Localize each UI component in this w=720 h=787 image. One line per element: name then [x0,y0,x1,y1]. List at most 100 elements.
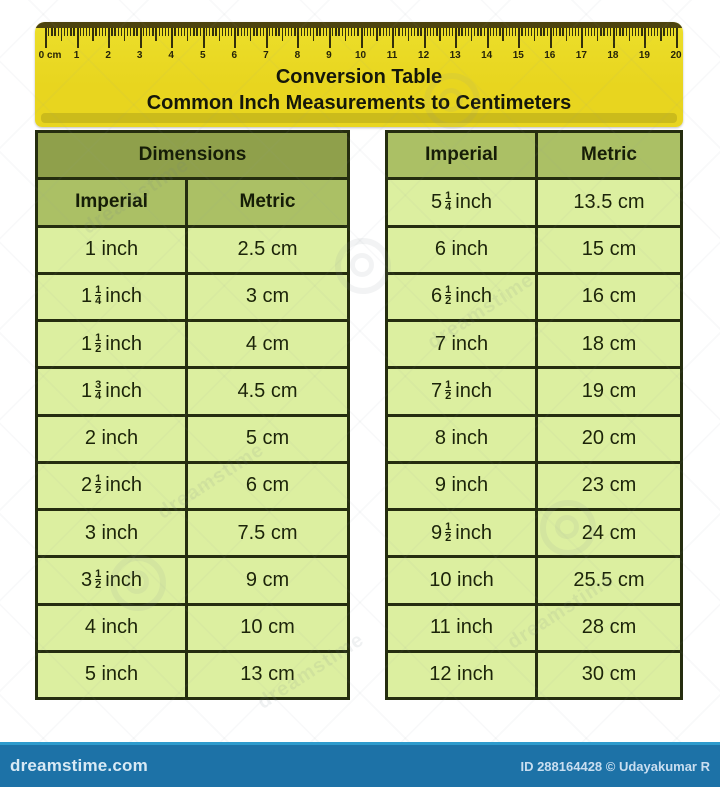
imperial-cell: 8 inch [388,416,538,461]
ruler-tick [653,28,656,36]
ruler-tick [584,28,586,36]
ruler-tick [114,28,116,36]
ruler-tick [398,28,400,36]
ruler-tick [581,28,584,48]
ruler-number: 2 [105,50,111,61]
ruler-tick [537,28,539,36]
ruler-tick [401,28,403,36]
ruler-tick [565,28,567,41]
ruler-tick [306,28,309,36]
ruler-tick [253,28,255,36]
ruler-tick [455,28,458,48]
ruler-tick [354,28,356,36]
ruler-tick [625,28,627,36]
ruler-tick [79,28,81,36]
ruler-tick [278,28,280,36]
ruler-tick [51,28,53,36]
ruler-tick [666,28,668,36]
ruler-tick [650,28,653,36]
ruler-tick [423,28,426,48]
ruler-tick [237,28,239,36]
ruler-tick [325,28,328,36]
metric-cell: 23 cm [581,474,637,497]
ruler-tick [344,28,347,41]
ruler-tick [265,28,268,48]
ruler-tick [120,28,123,36]
ruler-tick [186,28,189,41]
ruler-tick [597,28,599,41]
ruler-tick [48,28,50,36]
ruler-number: 5 [199,50,206,61]
ruler-tick [63,28,66,36]
ruler-tick [451,28,454,36]
ruler-tick [168,28,170,36]
dreamstime-logo: dreamstime.com [10,756,148,775]
ruler-number: 17 [575,50,587,61]
metric-cell: 3 cm [245,285,290,308]
ruler-tick [155,28,157,41]
ruler-tick [133,28,135,36]
ruler-tick [448,28,451,36]
ruler-number: 10 [354,50,367,61]
ruler-tick [328,28,331,48]
ruler-tick [319,28,321,36]
ruler-tick [256,28,258,36]
ruler-tick [575,28,577,36]
ruler-tick [606,28,608,36]
ruler-number: 4 [168,50,174,61]
ruler-tick [407,28,410,41]
ruler-tick [647,28,649,36]
imperial-cell: 2 inch [38,416,188,461]
ruler-tick [464,28,466,36]
ruler-tick [571,28,574,36]
ruler-tick [145,28,148,36]
ruler-tick [174,28,176,36]
table-row: 3 inch 7.5 cm [38,508,347,556]
ruler-tick [212,28,214,36]
ruler-tick [234,28,237,48]
ruler-tick [259,28,261,36]
ruler-tick [470,28,473,41]
ruler-tick [644,28,647,48]
ruler-tick [139,28,142,48]
ruler-tick [609,28,612,36]
ruler-tick [250,28,252,41]
ruler-number: 9 [326,50,332,61]
ruler-tick [246,28,249,36]
metric-cell: 30 cm [581,663,637,686]
imperial-cell: 7 inch [388,322,538,367]
metric-cell: 2.5 cm [237,238,298,261]
ruler-tick [275,28,277,36]
ruler-tick [502,28,504,41]
ruler-tick [429,28,432,36]
ruler-tick [669,28,671,36]
ruler-tick [628,28,630,41]
metric-cell: 28 cm [581,616,637,639]
metric-cell: 13 cm [240,663,295,686]
imperial-cell: 10 inch [388,558,538,603]
table-row: 10 inch 25.5 cm [388,555,680,603]
ruler-tick [284,28,287,36]
table-row: 8 inch 20 cm [388,413,680,461]
ruler-tick [672,28,675,36]
ruler-number: 18 [607,50,619,61]
imperial-cell: 1 inch [38,227,188,272]
column-header-imperial: Imperial [388,133,538,178]
ruler-tick [294,28,296,36]
ruler-tick [578,28,580,36]
ruler-tick [76,28,79,48]
ruler-tick [556,28,558,36]
ruler-tick [297,28,300,48]
ruler-tick [622,28,624,36]
imperial-cell: 4 inch [38,605,188,650]
ruler-tick [73,28,75,36]
ruler-tick [303,28,305,36]
ruler-tick [190,28,192,36]
ruler-tick [676,28,678,48]
ruler-number: 13 [449,50,461,61]
ruler-tick [511,28,514,36]
